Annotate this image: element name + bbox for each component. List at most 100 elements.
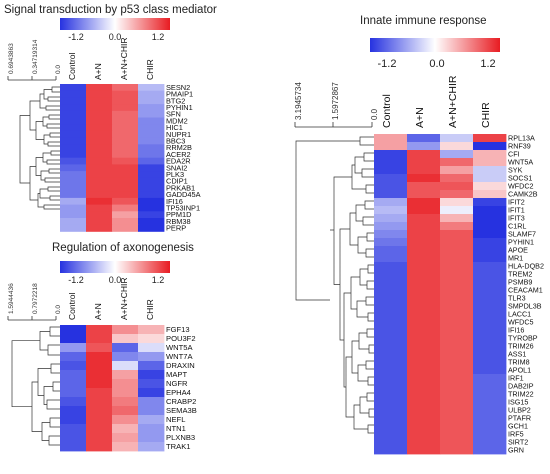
heatmap-cell xyxy=(60,379,87,389)
heatmap-cell xyxy=(374,342,408,351)
gene-label: POU3F2 xyxy=(166,334,196,343)
heatmap-cell xyxy=(60,184,87,192)
heatmap-cell xyxy=(407,270,441,279)
gene-label: RPL13A xyxy=(508,134,535,143)
gene-label: RRM2B xyxy=(166,143,192,152)
gene-label: SMPDL3B xyxy=(508,302,542,311)
gene-label: WNT5A xyxy=(166,343,194,352)
heatmap-cell xyxy=(138,191,165,199)
heatmap-cell xyxy=(60,171,87,179)
heatmap-cell xyxy=(473,310,507,319)
heatmap-cell xyxy=(473,222,507,231)
heatmap-cell xyxy=(60,397,87,407)
heatmap-cell xyxy=(407,350,441,359)
heatmap-cell xyxy=(473,142,507,151)
heatmap-cell xyxy=(473,430,507,439)
heatmap-cell xyxy=(440,350,474,359)
heatmap-cell xyxy=(407,310,441,319)
panel-title: Signal transduction by p53 class mediato… xyxy=(4,4,217,16)
heatmap-cell xyxy=(112,370,139,380)
heatmap-cell xyxy=(60,90,87,98)
dendro-tick-mid: 1.5972867 xyxy=(331,82,340,120)
gene-label: ISG15 xyxy=(508,398,528,407)
heatmap-cell xyxy=(374,350,408,359)
heatmap-cell xyxy=(138,197,165,205)
heatmap-cell xyxy=(60,144,87,152)
heatmap-cell xyxy=(86,379,113,389)
heatmap-cell xyxy=(473,374,507,383)
scale-tick-high: 1.2 xyxy=(152,275,165,285)
heatmap-cell xyxy=(138,84,165,92)
heatmap-cell xyxy=(112,191,139,199)
dendrogram-scale xyxy=(7,76,57,81)
heatmap-cell xyxy=(112,184,139,192)
gene-label: MR1 xyxy=(508,254,523,263)
gene-label: LACC1 xyxy=(508,310,531,319)
heatmap-cell xyxy=(440,166,474,175)
gene-label: DRAXIN xyxy=(166,361,195,370)
heatmap-cell xyxy=(60,370,87,380)
heatmap-cell xyxy=(440,262,474,271)
gene-label: EPHA4 xyxy=(166,388,191,397)
heatmap-cell xyxy=(138,370,165,380)
heatmap-cell xyxy=(473,246,507,255)
dendro-tick-zero: 0.0 xyxy=(55,65,62,74)
heatmap-cell xyxy=(473,302,507,311)
heatmap-cell xyxy=(112,397,139,407)
heatmap-cell xyxy=(374,382,408,391)
gene-label: WNT5A xyxy=(508,158,533,167)
heatmap-cell xyxy=(60,352,87,362)
dendro-tick-zero: 0.0 xyxy=(370,108,379,120)
heatmap-cell xyxy=(86,164,113,172)
heatmap-cell xyxy=(473,406,507,415)
panel-p53: Signal transduction by p53 class mediato… xyxy=(4,4,217,233)
heatmap-cell xyxy=(60,124,87,132)
heatmap-cell xyxy=(112,171,139,179)
heatmap-cell xyxy=(407,342,441,351)
heatmap-cell xyxy=(86,84,113,92)
heatmap-cell xyxy=(374,310,408,319)
heatmap-cell xyxy=(374,398,408,407)
heatmap-cell xyxy=(374,430,408,439)
heatmap-cell xyxy=(86,352,113,362)
heatmap-cell xyxy=(112,361,139,371)
heatmap-cell xyxy=(374,294,408,303)
gene-label: SIRT2 xyxy=(508,438,528,447)
heatmap-cell xyxy=(138,151,165,159)
gene-label: PERP xyxy=(166,224,186,233)
heatmap-cell xyxy=(473,166,507,175)
heatmap-cell xyxy=(407,262,441,271)
dendro-tick-max: 1.5944436 xyxy=(8,283,15,314)
heatmap-cell xyxy=(60,151,87,159)
heatmap-cell xyxy=(86,334,113,344)
column-header-an-chir: A+N+CHIR xyxy=(119,37,129,80)
heatmap-cell xyxy=(407,214,441,223)
heatmap-cell xyxy=(86,124,113,132)
heatmap-cell xyxy=(407,438,441,447)
heatmap-cell xyxy=(112,197,139,205)
heatmap-cell xyxy=(138,397,165,407)
heatmap-cell xyxy=(374,238,408,247)
heatmap-cell xyxy=(473,390,507,399)
column-header-an-chir: A+N+CHIR xyxy=(119,277,129,320)
heatmap-cell xyxy=(112,406,139,416)
gene-label: IFI16 xyxy=(508,326,524,335)
gene-label: WFDC2 xyxy=(508,182,534,191)
heatmap-cell xyxy=(440,318,474,327)
heatmap-cell xyxy=(60,424,87,434)
heatmap-cell xyxy=(473,294,507,303)
heatmap-cell xyxy=(112,343,139,353)
heatmap-cell xyxy=(473,366,507,375)
heatmap-cell xyxy=(112,204,139,212)
heatmap-cell xyxy=(473,150,507,159)
panel-title: Innate immune response xyxy=(360,15,487,27)
heatmap-cell xyxy=(86,388,113,398)
heatmap-cell xyxy=(60,433,87,443)
heatmap-cell xyxy=(138,137,165,145)
heatmap-cell xyxy=(60,388,87,398)
heatmap-cell xyxy=(440,326,474,335)
gene-label: TP53INP1 xyxy=(166,204,200,213)
heatmap-cell xyxy=(374,262,408,271)
heatmap-cell xyxy=(407,422,441,431)
heatmap-cell xyxy=(440,134,474,143)
